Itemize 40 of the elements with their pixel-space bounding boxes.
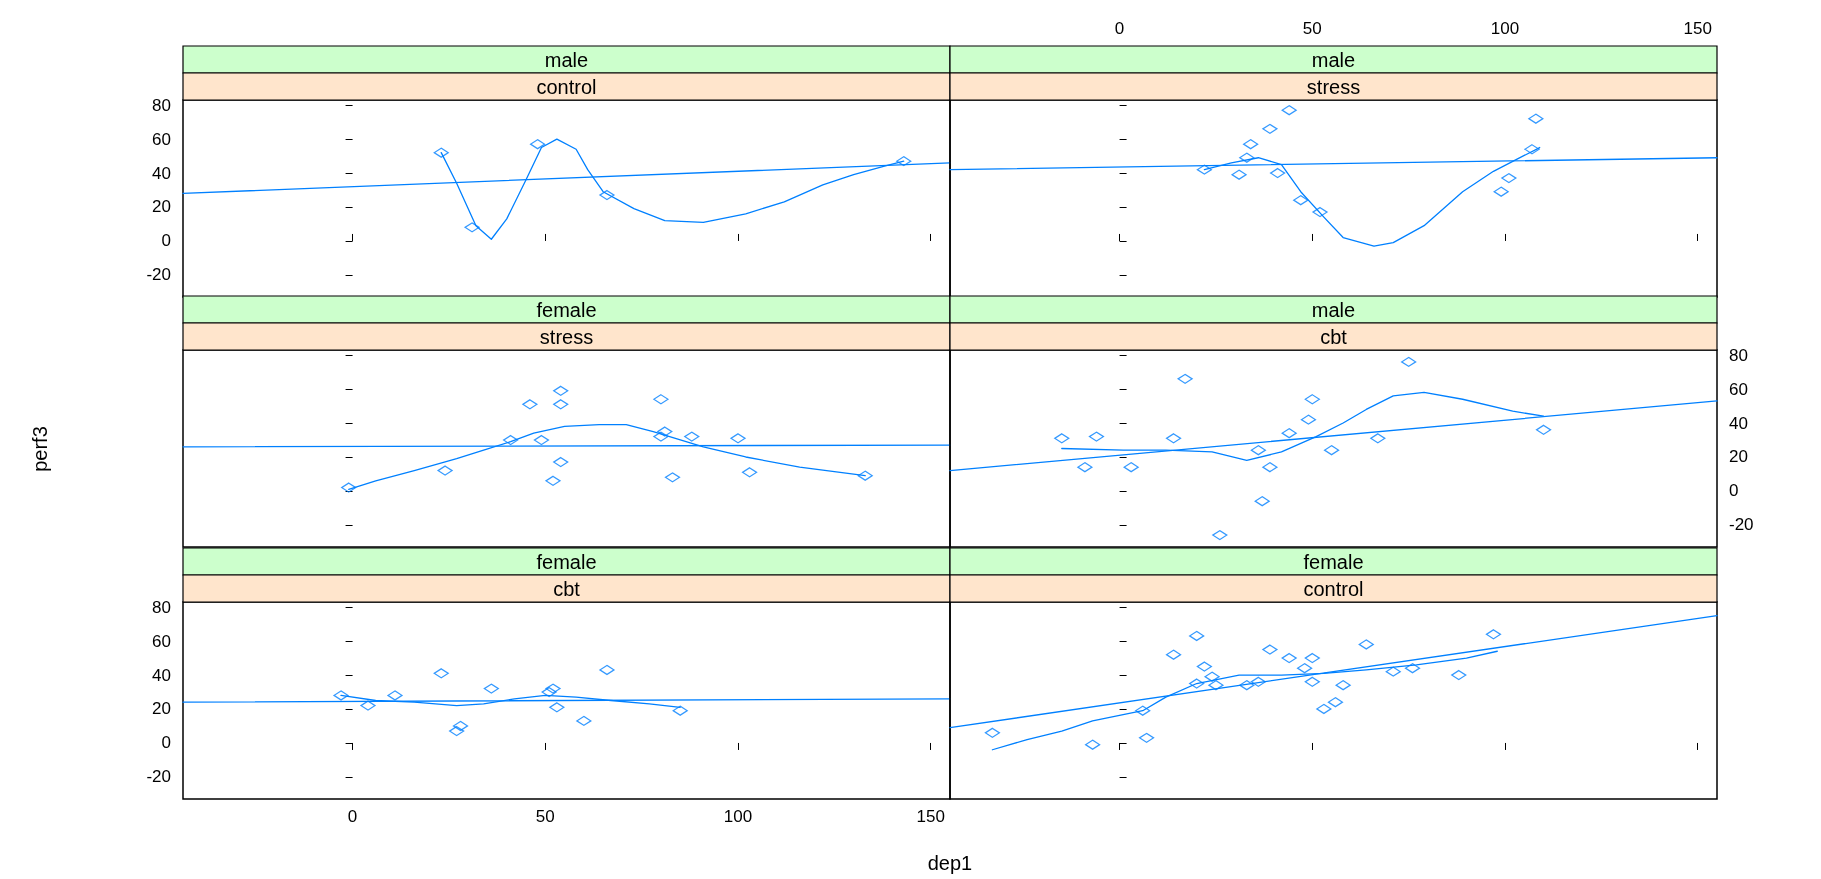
- chart-subtitle: control: [1303, 577, 1364, 600]
- chart-subtitle: stress: [1306, 75, 1361, 98]
- y-tick-label: -20: [146, 265, 171, 285]
- y-tick-label: 0: [161, 733, 171, 753]
- x-tick-label: 0: [1114, 19, 1125, 38]
- chart-title: female: [536, 298, 597, 321]
- x-tick-label: 100: [723, 807, 753, 826]
- chart-title: female: [1303, 550, 1364, 573]
- y-tick-label: 60: [152, 129, 171, 149]
- x-tick-label: 100: [1490, 19, 1520, 38]
- chart-title: male: [1311, 48, 1356, 71]
- y-tick-label: 40: [152, 665, 171, 685]
- y-tick-label: 80: [152, 95, 171, 115]
- y-tick-label: 40: [1729, 413, 1748, 433]
- y-tick-label: -20: [146, 767, 171, 787]
- x-tick-label: 150: [916, 807, 945, 826]
- x-tick-label: 50: [535, 807, 555, 826]
- chart-subtitle: stress: [539, 325, 594, 348]
- x-tick-label: 150: [1683, 19, 1712, 38]
- y-tick-label: 80: [152, 597, 171, 617]
- chart-subtitle: cbt: [1320, 325, 1348, 348]
- x-tick-label: 0: [347, 807, 358, 826]
- chart-title: male: [1311, 298, 1356, 321]
- y-axis-title: perf3: [28, 426, 51, 472]
- x-tick-label: 50: [1302, 19, 1322, 38]
- y-tick-label: 40: [152, 163, 171, 183]
- y-tick-label: 60: [152, 631, 171, 651]
- chart-title: male: [544, 48, 589, 71]
- y-tick-label: 80: [1729, 345, 1748, 365]
- y-tick-label: 20: [152, 699, 171, 719]
- chart-title: female: [536, 550, 597, 573]
- chart-subtitle: cbt: [553, 577, 581, 600]
- y-tick-label: 20: [1729, 447, 1748, 467]
- chart-subtitle: control: [536, 75, 597, 98]
- y-tick-label: 0: [161, 231, 171, 251]
- y-tick-label: 20: [152, 197, 171, 217]
- y-tick-label: 60: [1729, 379, 1748, 399]
- y-tick-label: 0: [1729, 481, 1739, 501]
- x-axis-title: dep1: [927, 852, 973, 874]
- y-tick-label: -20: [1729, 515, 1754, 535]
